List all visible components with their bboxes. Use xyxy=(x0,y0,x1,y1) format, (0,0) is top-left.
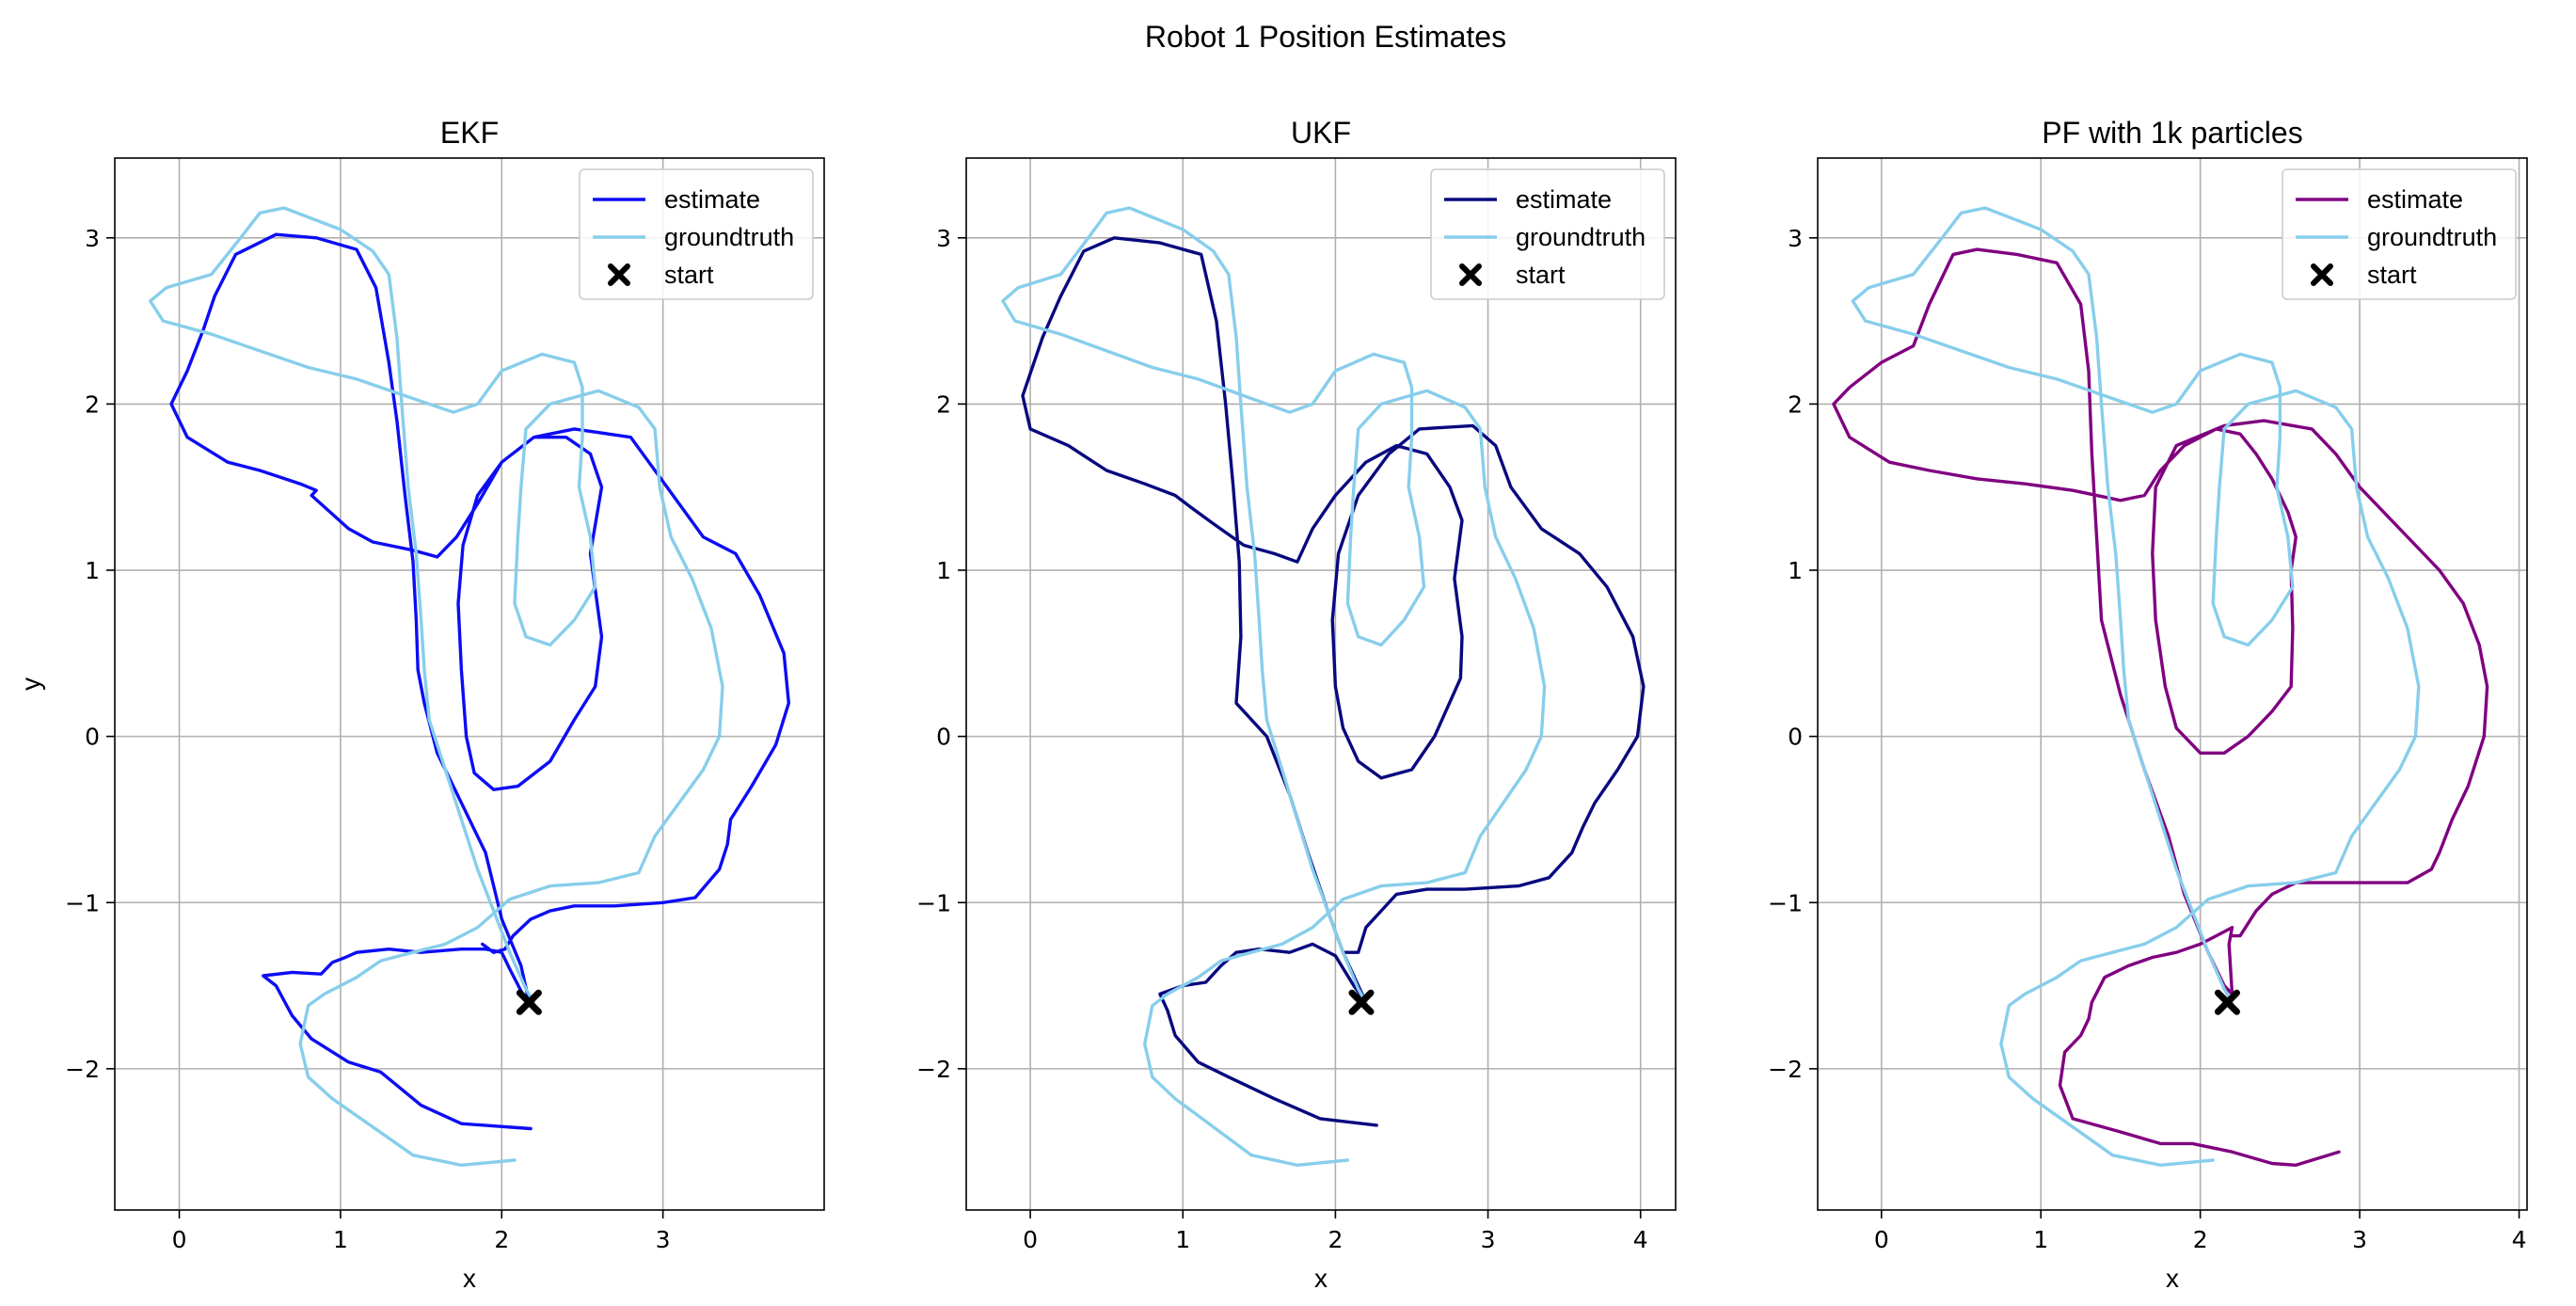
figure-suptitle: Robot 1 Position Estimates xyxy=(1145,20,1506,54)
legend-label-groundtruth: groundtruth xyxy=(664,223,794,251)
x-tick-label: 1 xyxy=(333,1226,348,1253)
x-tick-label: 2 xyxy=(494,1226,509,1253)
legend-label-start: start xyxy=(664,261,714,289)
subplot-title: PF with 1k particles xyxy=(2042,116,2302,150)
subplot-title: UKF xyxy=(1291,116,1351,150)
subplot-2: 0 1 2 3 4 −2 −1 0 1 2 3 UKF x estimate groundtruth star… xyxy=(916,116,1677,1293)
subplot-3: 0 1 2 3 4 −2 −1 0 1 2 3 PF with 1k particles x estima… xyxy=(1768,116,2528,1293)
legend-label-start: start xyxy=(2367,261,2417,289)
y-tick-label: 3 xyxy=(1788,225,1803,252)
x-axis-label: x xyxy=(2166,1264,2179,1293)
x-tick-label: 0 xyxy=(1023,1226,1038,1253)
x-tick-label: 4 xyxy=(1633,1226,1648,1253)
legend-marker-start xyxy=(1459,263,1482,286)
y-tick-label: 1 xyxy=(85,557,100,584)
legend-box xyxy=(579,168,814,300)
y-tick-label: −1 xyxy=(1768,889,1803,916)
legend-box xyxy=(2282,168,2517,300)
axes-frame xyxy=(1817,157,2528,1211)
x-tick-label: 3 xyxy=(1481,1226,1496,1253)
legend-label-estimate: estimate xyxy=(664,185,760,214)
y-tick-label: −2 xyxy=(916,1056,951,1083)
groundtruth-line xyxy=(1001,206,1547,1167)
y-tick-label: 2 xyxy=(85,390,100,418)
legend-label-estimate: estimate xyxy=(2367,185,2463,214)
groundtruth-line xyxy=(149,206,724,1167)
y-axis-label: y xyxy=(16,677,45,691)
y-tick-label: 2 xyxy=(936,390,951,418)
x-tick-label: 0 xyxy=(172,1226,187,1253)
y-tick-label: −1 xyxy=(916,889,951,916)
estimate-line xyxy=(1832,247,2489,1167)
subplot-1: 0 1 2 3 −2 −1 0 1 2 3 EKF x y estimate groundtruth star… xyxy=(16,116,825,1293)
estimate-line xyxy=(1021,236,1646,1127)
x-tick-label: 0 xyxy=(1874,1226,1889,1253)
legend-label-estimate: estimate xyxy=(1516,185,1612,214)
groundtruth-line xyxy=(1851,206,2421,1167)
legend-marker-start xyxy=(608,263,630,286)
y-tick-label: 0 xyxy=(1788,724,1803,751)
legend-label-start: start xyxy=(1516,261,1566,289)
x-tick-label: 3 xyxy=(656,1226,671,1253)
legend-box xyxy=(1430,168,1665,300)
x-tick-label: 1 xyxy=(2033,1226,2048,1253)
y-tick-label: −2 xyxy=(1768,1056,1803,1083)
axes-frame xyxy=(114,157,825,1211)
legend: estimate groundtruth start xyxy=(2282,168,2517,300)
x-axis-label: x xyxy=(1314,1264,1328,1293)
estimate-line xyxy=(169,232,790,1131)
subplot-title: EKF xyxy=(440,116,499,150)
y-tick-label: 1 xyxy=(1788,557,1803,584)
start-marker xyxy=(516,989,542,1015)
y-tick-label: 0 xyxy=(936,724,951,751)
legend-label-groundtruth: groundtruth xyxy=(2367,223,2497,251)
legend-label-groundtruth: groundtruth xyxy=(1516,223,1646,251)
y-tick-label: −1 xyxy=(65,889,100,916)
start-marker xyxy=(2214,989,2240,1015)
legend: estimate groundtruth start xyxy=(579,168,814,300)
x-tick-label: 3 xyxy=(2352,1226,2367,1253)
plot-area xyxy=(1832,206,2489,1167)
x-tick-label: 1 xyxy=(1175,1226,1190,1253)
y-tick-label: 2 xyxy=(1788,390,1803,418)
y-tick-label: 3 xyxy=(936,225,951,252)
legend: estimate groundtruth start xyxy=(1430,168,1665,300)
axes-frame xyxy=(965,157,1677,1211)
subplots: 0 1 2 3 −2 −1 0 1 2 3 EKF x y estimate groundtruth star… xyxy=(16,116,2528,1293)
x-tick-label: 2 xyxy=(2193,1226,2208,1253)
plot-area xyxy=(149,206,790,1167)
y-tick-label: 0 xyxy=(85,724,100,751)
y-tick-label: −2 xyxy=(65,1056,100,1083)
start-marker xyxy=(1348,989,1375,1015)
legend-marker-start xyxy=(2311,263,2333,286)
plot-area xyxy=(1001,206,1646,1167)
y-tick-label: 3 xyxy=(85,225,100,252)
x-axis-label: x xyxy=(463,1264,476,1293)
x-tick-label: 2 xyxy=(1328,1226,1343,1253)
x-tick-label: 4 xyxy=(2512,1226,2527,1253)
y-tick-label: 1 xyxy=(936,557,951,584)
